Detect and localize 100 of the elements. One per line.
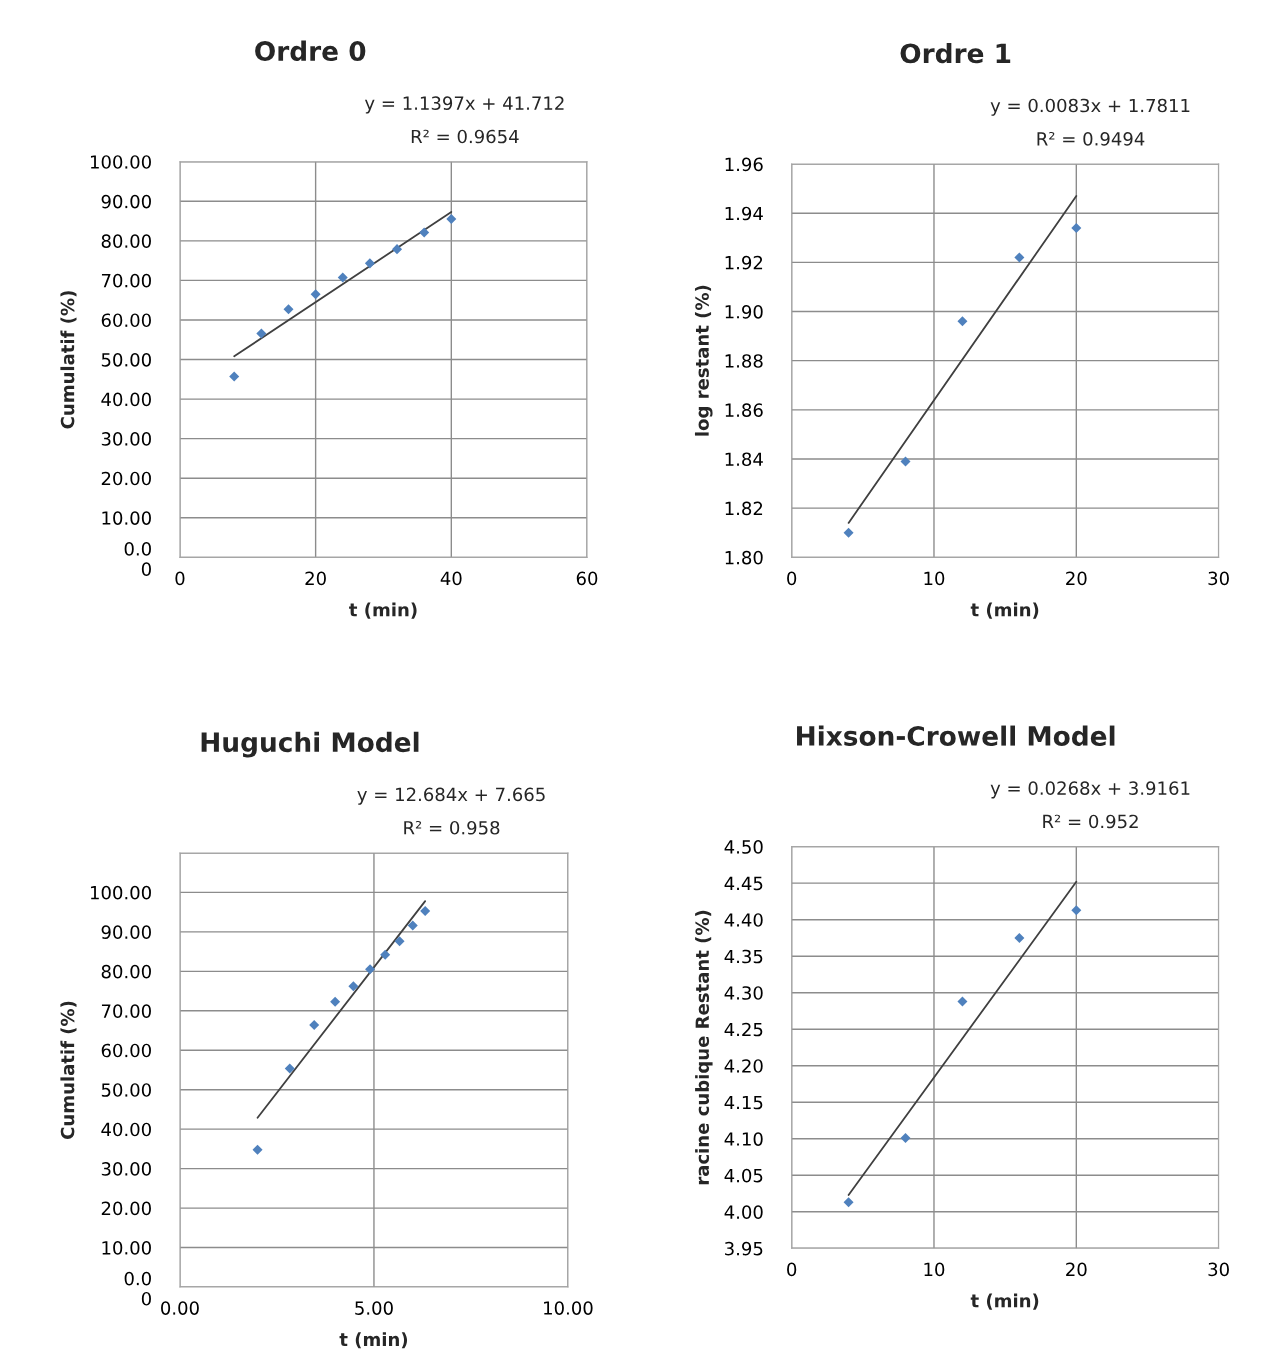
y-tick-label: 10.00	[102, 1241, 151, 1255]
y-tick-label: 1.86	[725, 403, 763, 417]
y-tick-label: 1.90	[725, 304, 763, 319]
x-tick-label: 0	[787, 571, 797, 586]
y-tick-label: 90.00	[101, 194, 151, 209]
point	[419, 227, 430, 238]
y-tick-label: 4.45	[724, 876, 763, 891]
y-tick-label: 30.00	[101, 1162, 151, 1176]
y-tick-label: 40.00	[101, 392, 151, 407]
point	[330, 996, 341, 1007]
chart-title: Hixson-Crowell Model	[797, 725, 1115, 746]
y-tick-label: 80.00	[101, 234, 151, 248]
point	[380, 949, 391, 960]
y-tick-label: 4.00	[724, 1205, 763, 1219]
x-tick-label: 10.00	[544, 1301, 593, 1315]
x-tick-label: 20	[305, 571, 326, 586]
x-tick-label: 0	[175, 571, 185, 586]
x-axis-title: t (min)	[970, 1293, 1039, 1310]
x-tick-label: 5.00	[355, 1301, 393, 1315]
y-tick-label: 80.00	[101, 964, 151, 979]
point	[1014, 252, 1025, 263]
point	[284, 1063, 295, 1074]
point	[365, 964, 376, 975]
y-tick-label: 0.0 0	[124, 1271, 151, 1306]
x-tick-label: 0	[787, 1262, 797, 1277]
x-axis-title: t (min)	[970, 602, 1039, 619]
y-tick-label: 4.35	[724, 949, 763, 964]
y-tick-label: 4.50	[724, 840, 763, 854]
point	[337, 272, 348, 283]
point	[283, 304, 294, 315]
point	[309, 1019, 320, 1030]
y-tick-label: 60.00	[101, 1043, 151, 1058]
point	[420, 905, 431, 916]
y-tick-label: 70.00	[101, 1004, 151, 1018]
chart-title: Huguchi Model	[201, 731, 419, 758]
x-tick-label: 40	[440, 571, 462, 586]
x-tick-label: 30	[1208, 1262, 1229, 1277]
x-tick-label: 10	[924, 571, 945, 586]
x-tick-label: 0.00	[161, 1301, 199, 1315]
y-axis-title: Cumulatif (%)	[60, 1001, 77, 1139]
y-tick-label: 1.94	[725, 206, 763, 221]
y-tick-label: 20.00	[101, 471, 151, 486]
y-tick-label: 1.84	[725, 452, 763, 467]
y-tick-label: 4.40	[724, 913, 763, 927]
y-tick-label: 1.92	[725, 255, 763, 270]
y-tick-label: 40.00	[101, 1122, 151, 1137]
y-tick-label: 50.00	[101, 1083, 151, 1097]
point	[310, 289, 321, 300]
x-tick-label: 20	[1066, 1262, 1087, 1277]
y-tick-label: 60.00	[101, 313, 151, 328]
text: R² = 0.952	[1043, 814, 1138, 829]
y-tick-label: 4.15	[724, 1095, 763, 1110]
y-tick-label: 30.00	[101, 432, 151, 446]
text: R² = 0.9654	[411, 129, 519, 144]
point	[256, 328, 267, 339]
chart-title: Ordre 1	[900, 42, 1011, 64]
y-tick-label: 90.00	[101, 925, 151, 939]
y-tick-label: 4.30	[724, 986, 763, 1000]
point	[446, 214, 457, 225]
text: y = 0.0083x + 1.7811	[990, 98, 1190, 116]
y-tick-label: 4.05	[724, 1168, 763, 1183]
chart-title: Ordre 0	[255, 40, 366, 62]
point	[1071, 905, 1082, 916]
point	[229, 371, 240, 382]
text: y = 12.684x + 7.665	[357, 787, 545, 805]
y-tick-label: 1.88	[725, 354, 763, 368]
x-axis-title: t (min)	[339, 1332, 408, 1349]
x-tick-label: 20	[1066, 571, 1087, 586]
y-tick-label: 20.00	[101, 1201, 151, 1216]
point	[252, 1144, 263, 1155]
point	[407, 920, 418, 931]
point	[364, 258, 375, 269]
point	[392, 244, 403, 255]
y-tick-label: 4.10	[724, 1132, 763, 1146]
x-axis-title: t (min)	[349, 602, 417, 619]
text: R² = 0.958	[404, 820, 500, 835]
text: y = 0.0268x + 3.9161	[990, 781, 1190, 799]
point	[900, 456, 911, 467]
x-tick-label: 60	[576, 571, 598, 586]
y-tick-label: 4.25	[724, 1022, 763, 1037]
y-tick-label: 100.00	[90, 885, 151, 900]
y-tick-label: 1.82	[725, 501, 763, 516]
point	[1014, 932, 1025, 943]
y-tick-label: 0.0 0	[124, 542, 151, 576]
point	[900, 1133, 911, 1144]
y-tick-label: 100.00	[90, 155, 151, 169]
point	[957, 996, 968, 1007]
y-axis-title: Cumulatif (%)	[60, 291, 77, 429]
y-axis-title: racine cubique Restant (%)	[695, 910, 713, 1185]
y-tick-label: 1.80	[725, 550, 763, 565]
point	[1071, 222, 1082, 233]
y-tick-label: 50.00	[101, 352, 151, 367]
point	[394, 936, 405, 947]
y-tick-label: 70.00	[101, 273, 151, 288]
text: R² = 0.9494	[1037, 131, 1145, 146]
point	[843, 1197, 854, 1208]
text: y = 1.1397x + 41.712	[364, 96, 564, 114]
y-tick-label: 3.95	[725, 1241, 763, 1256]
x-tick-label: 10	[924, 1262, 945, 1277]
y-axis-title: log restant (%)	[694, 285, 713, 436]
